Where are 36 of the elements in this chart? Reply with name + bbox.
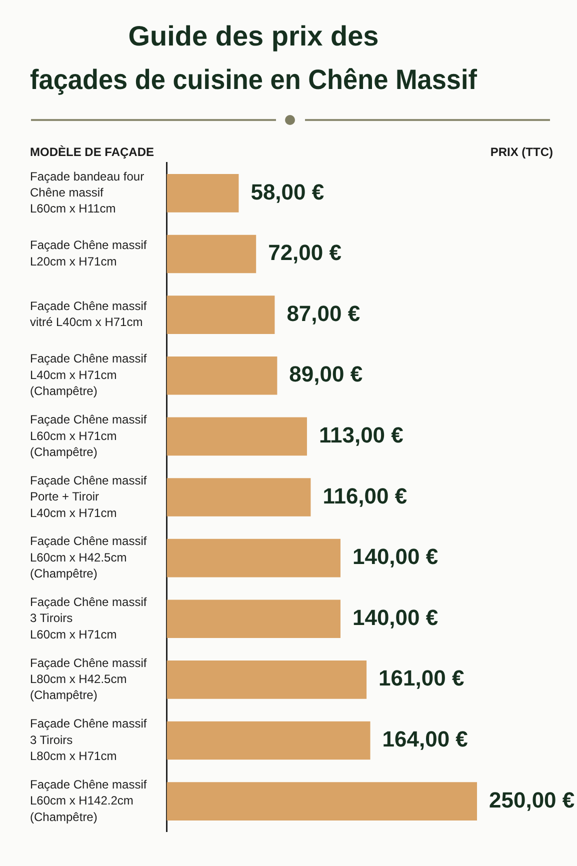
bar	[166, 356, 278, 395]
bar	[166, 538, 340, 578]
data-label: 140,00 €	[352, 604, 438, 630]
y-tick-label: Façade Chêne massif L60cm x H142.2cm (Champêtre)	[30, 777, 148, 824]
chart-title: Guide des prix des façades de cuisine en Chêne Massif	[30, 20, 478, 96]
data-label: 89,00 €	[289, 362, 363, 387]
bar	[166, 478, 311, 516]
x-axis-title: PRIX (TTC)	[490, 144, 553, 159]
y-tick-label: Façade Chêne massif L40cm x H71cm (Champêtre)	[30, 352, 148, 398]
data-label: 250,00 €	[489, 787, 575, 812]
data-label: 116,00 €	[322, 483, 408, 508]
data-label: 113,00 €	[318, 422, 404, 448]
y-tick-label: Façade Chêne massif 3 Tiroirs L80cm x H71cm	[30, 716, 148, 763]
data-label: 140,00 €	[352, 544, 438, 570]
y-tick-label: Façade Chêne massif vitré L40cm x H71cm	[30, 299, 148, 330]
data-label: 161,00 €	[378, 666, 464, 691]
bar	[166, 721, 370, 760]
data-label: 87,00 €	[286, 300, 360, 326]
y-tick-label: Façade Chêne massif L80cm x H42.5cm (Champêtre)	[30, 656, 148, 702]
y-tick-label: Façade bandeau four Chêne massif L60cm x H11cm	[30, 169, 144, 216]
y-axis-title: MODÈLE DE FAÇADE	[30, 144, 154, 159]
y-tick-label: Façade Chêne massif L60cm x H71cm (Champêtre)	[30, 412, 148, 459]
bar	[166, 660, 367, 699]
bar	[166, 782, 477, 820]
y-tick-label: Façade Chêne massif L20cm x H71cm	[30, 238, 148, 268]
data-label: 58,00 €	[250, 179, 324, 204]
bar	[166, 174, 239, 212]
bar	[166, 296, 275, 334]
y-tick-label: Façade Chêne massif L60cm x H42.5cm (Champêtre)	[30, 534, 148, 581]
data-label: 72,00 €	[268, 240, 342, 266]
bar	[166, 417, 307, 456]
y-tick-label: Façade Chêne massif 3 Tiroirs L60cm x H71cm	[30, 594, 148, 642]
bar	[166, 234, 256, 274]
data-label: 164,00 €	[382, 726, 468, 752]
y-tick-label: Façade Chêne massif Porte + Tiroir L40cm x H71cm	[30, 473, 148, 520]
bar	[166, 600, 340, 638]
